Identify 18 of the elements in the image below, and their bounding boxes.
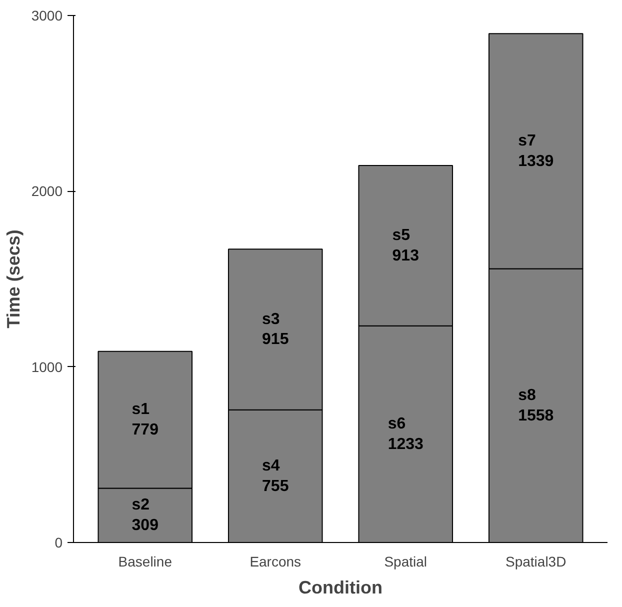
x-tick-label: Baseline (118, 554, 172, 570)
x-axis-title: Condition (298, 578, 382, 598)
y-tick-label: 3000 (31, 8, 63, 24)
data-label: s2 309 (132, 496, 159, 534)
data-label: s8 1558 (518, 386, 554, 424)
data-label: s5 913 (392, 227, 420, 264)
x-tick-label: Spatial3D (506, 554, 566, 570)
data-label: s1 779 (132, 401, 159, 438)
x-tick-label: Earcons (250, 554, 302, 570)
data-label: s3 915 (262, 310, 289, 348)
y-axis-title: Time (secs) (3, 230, 24, 328)
data-label: s4 755 (262, 457, 289, 495)
data-label: s6 1233 (388, 416, 424, 453)
y-tick-label: 1000 (31, 358, 63, 375)
x-tick-label: Spatial (384, 554, 428, 570)
data-label: s7 1339 (518, 132, 554, 170)
y-tick-label: 0 (54, 534, 63, 550)
y-tick-label: 2000 (31, 183, 63, 200)
